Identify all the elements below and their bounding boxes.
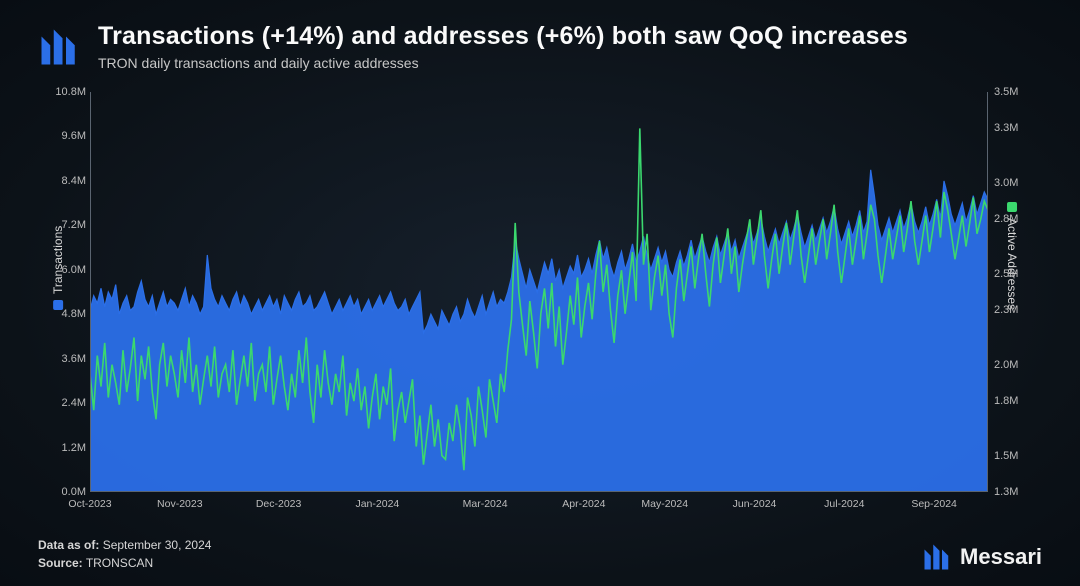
xtick: Nov-2023 (157, 498, 203, 510)
ytick-left: 7.2M (46, 219, 86, 231)
ytick-right: 2.0M (994, 359, 1034, 371)
chart-subtitle: TRON daily transactions and daily active… (98, 55, 1042, 71)
ytick-left: 9.6M (46, 130, 86, 142)
messari-logo-icon (38, 26, 80, 68)
ytick-right: 3.0M (994, 177, 1034, 189)
xtick: Jun-2024 (733, 498, 777, 510)
source-value: TRONSCAN (86, 556, 153, 570)
ytick-right: 2.5M (994, 268, 1034, 280)
ytick-right: 3.5M (994, 86, 1034, 98)
plot-svg (90, 92, 988, 492)
ytick-left: 3.6M (46, 353, 86, 365)
footer-meta: Data as of: September 30, 2024 Source: T… (38, 536, 211, 572)
x-axis-line (90, 491, 988, 492)
ytick-right: 1.3M (994, 486, 1034, 498)
xtick: May-2024 (641, 498, 688, 510)
ytick-right: 2.8M (994, 213, 1034, 225)
footer-brand: Messari (922, 542, 1042, 572)
xtick: Apr-2024 (562, 498, 605, 510)
ytick-right: 1.5M (994, 450, 1034, 462)
ytick-left: 1.2M (46, 442, 86, 454)
footer: Data as of: September 30, 2024 Source: T… (38, 536, 1042, 572)
y-left-text: Transactions (51, 226, 65, 294)
chart-title: Transactions (+14%) and addresses (+6%) … (98, 22, 1042, 51)
y-axis-left-line (90, 92, 91, 492)
xtick: Sep-2024 (911, 498, 957, 510)
source-label: Source: (38, 556, 83, 570)
ytick-left: 0.0M (46, 486, 86, 498)
chart-area: Transactions Active Addresses 0.0M1.2M2.… (38, 92, 1042, 514)
ytick-right: 3.3M (994, 122, 1034, 134)
ytick-left: 6.0M (46, 264, 86, 276)
ytick-left: 8.4M (46, 175, 86, 187)
xtick: Jul-2024 (824, 498, 864, 510)
data-as-of-label: Data as of: (38, 538, 99, 552)
xtick: Dec-2023 (256, 498, 302, 510)
data-as-of-value: September 30, 2024 (103, 538, 212, 552)
ytick-right: 2.3M (994, 304, 1034, 316)
brand-name: Messari (960, 544, 1042, 570)
ytick-left: 10.8M (46, 86, 86, 98)
messari-logo-icon (922, 542, 952, 572)
header: Transactions (+14%) and addresses (+6%) … (38, 22, 1042, 71)
ytick-right: 1.8M (994, 395, 1034, 407)
xtick: Oct-2023 (68, 498, 111, 510)
plot-region: 0.0M1.2M2.4M3.6M4.8M6.0M7.2M8.4M9.6M10.8… (90, 92, 988, 492)
xtick: Mar-2024 (463, 498, 508, 510)
ytick-left: 4.8M (46, 308, 86, 320)
xtick: Jan-2024 (355, 498, 399, 510)
ytick-left: 2.4M (46, 397, 86, 409)
addresses-swatch (1007, 202, 1017, 212)
y-axis-right-line (987, 92, 988, 492)
y-right-text: Active Addresses (1005, 218, 1019, 310)
